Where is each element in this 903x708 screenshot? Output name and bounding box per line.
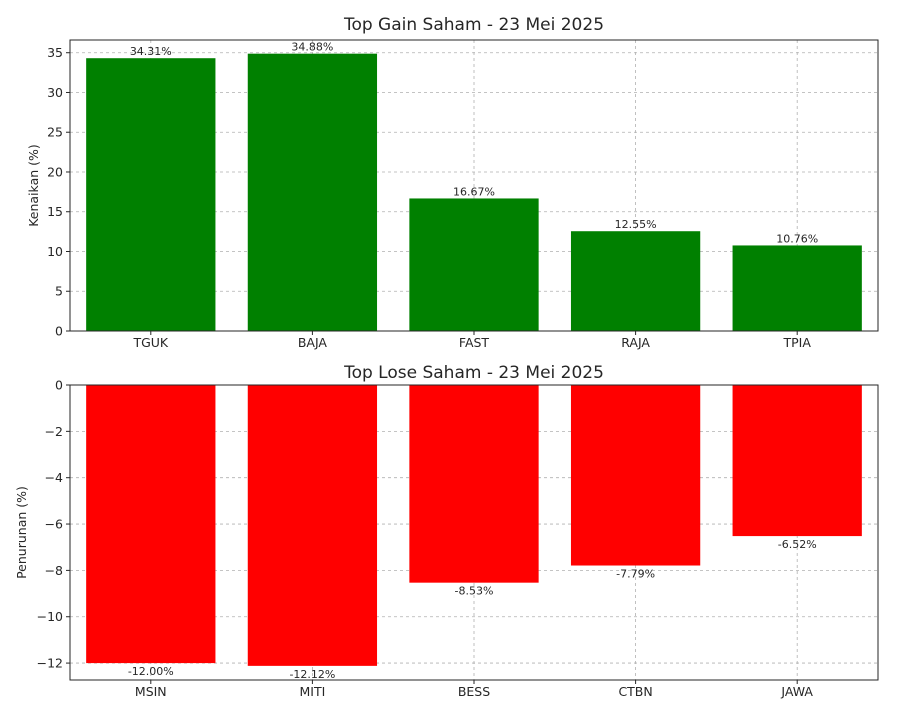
gain-bar-raja	[570, 231, 701, 331]
lose-xtick-label: MSIN	[135, 684, 167, 699]
gain-xtick-label: TPIA	[782, 335, 811, 350]
lose-xtick-label: JAWA	[780, 684, 813, 699]
lose-xtick-label: CTBN	[618, 684, 652, 699]
lose-ytick-label: −6	[45, 517, 63, 532]
gain-chart: 34.31% 34.88% 16.67% 12.55% 10.76% 0 5 10 15 20 25…	[26, 15, 879, 350]
gain-ytick-label: 15	[47, 204, 63, 219]
gain-ytick-label: 10	[47, 244, 63, 259]
lose-ytick-label: −2	[45, 424, 63, 439]
lose-data-label: -8.53%	[455, 585, 494, 598]
lose-xtick-label: BESS	[458, 684, 490, 699]
gain-xtick-label: TGUK	[132, 335, 168, 350]
lose-bar-ctbn	[570, 385, 701, 566]
lose-y-axis-label: Penurunan (%)	[14, 486, 29, 579]
lose-ytick-label: −8	[45, 563, 63, 578]
gain-chart-title: Top Gain Saham - 23 Mei 2025	[343, 15, 604, 35]
gain-ytick-label: 35	[47, 45, 63, 60]
lose-xtick-label: MITI	[300, 684, 326, 699]
gain-ytick-label: 20	[47, 164, 63, 179]
gain-xtick-label: RAJA	[621, 335, 650, 350]
lose-ytick-label: 0	[55, 378, 63, 393]
lose-data-label: -12.00%	[128, 665, 174, 678]
gain-data-label: 34.31%	[130, 45, 172, 58]
lose-bar-jawa	[732, 385, 862, 537]
gain-data-label: 34.88%	[291, 41, 333, 54]
lose-ytick-label: −4	[45, 470, 63, 485]
gain-ytick-label: 25	[47, 125, 63, 140]
lose-bar-msin	[86, 385, 216, 664]
lose-ytick-label: −12	[37, 656, 63, 671]
gain-data-label: 12.55%	[615, 218, 657, 231]
gain-bar-tpia	[732, 245, 862, 331]
gain-data-label: 16.67%	[453, 185, 495, 198]
lose-bar-miti	[247, 385, 378, 666]
lose-data-label: -7.79%	[616, 568, 655, 581]
gain-bar-fast	[409, 198, 539, 331]
gain-ytick-label: 0	[55, 324, 63, 339]
lose-chart-title: Top Lose Saham - 23 Mei 2025	[343, 363, 604, 383]
lose-data-label: -12.12%	[289, 668, 335, 681]
lose-bar-bess	[409, 385, 539, 583]
lose-data-label: -6.52%	[778, 538, 817, 551]
lose-ytick-label: −10	[37, 609, 63, 624]
gain-bar-tguk	[86, 58, 216, 332]
gain-y-axis-label: Kenaikan (%)	[26, 144, 41, 227]
lose-chart: -12.00% -12.12% -8.53% -7.79% -6.52% 0 −2 −4 −6 −…	[14, 363, 879, 699]
gain-data-label: 10.76%	[776, 232, 818, 245]
gain-ytick-label: 30	[47, 85, 63, 100]
gain-xtick-label: BAJA	[298, 335, 328, 350]
gain-xtick-label: FAST	[459, 335, 490, 350]
gain-ytick-label: 5	[55, 284, 63, 299]
gain-bar-baja	[247, 53, 378, 331]
